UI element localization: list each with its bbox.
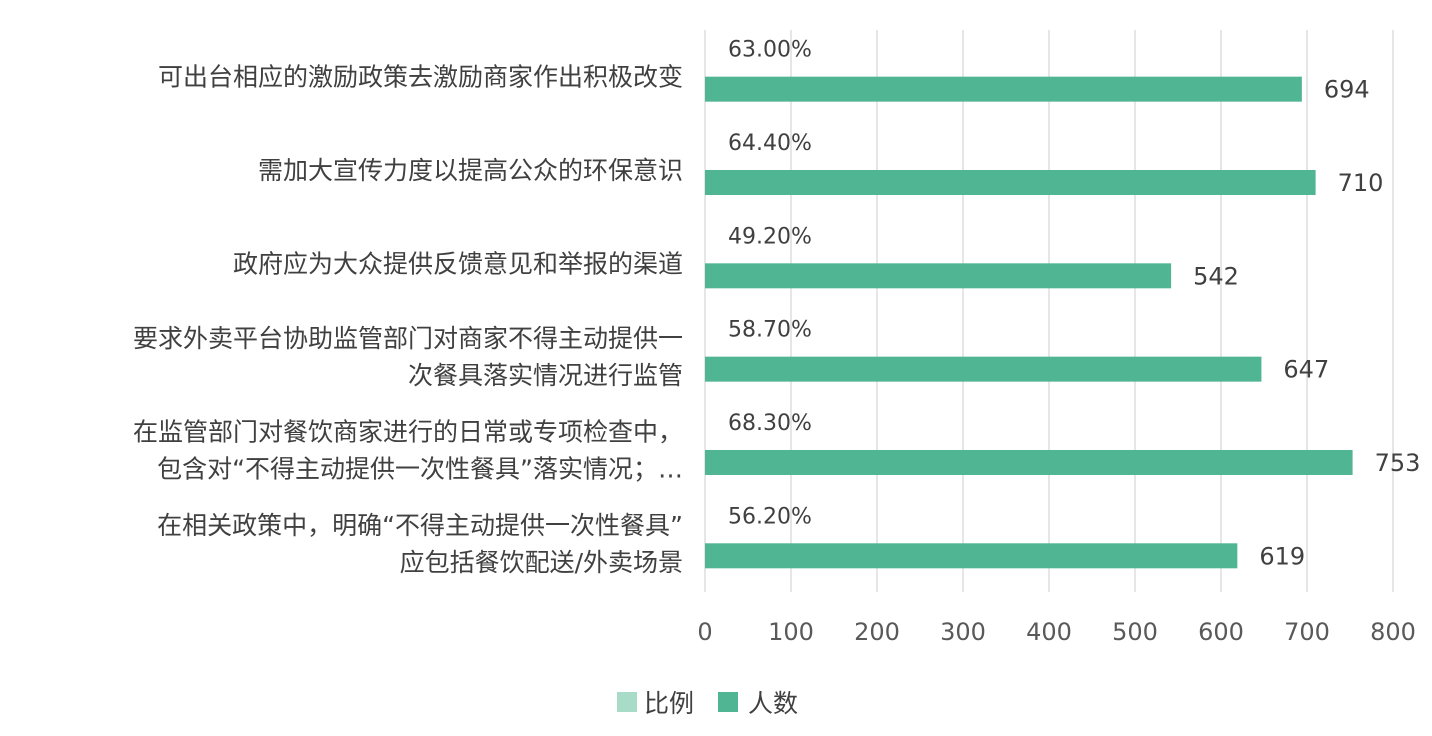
- category-label-line: 次餐具落实情况进行监管: [408, 361, 683, 390]
- category-label-line: 可出台相应的激励政策去激励商家作出积极改变: [158, 63, 683, 92]
- x-tick-label: 300: [940, 618, 986, 646]
- gridlines: [704, 30, 1394, 592]
- x-tick-label: 500: [1112, 618, 1158, 646]
- bar-count: [705, 76, 1302, 102]
- category-label: 在相关政策中，明确“不得主动提供一次性餐具” 应包括餐饮配送/外卖场景: [157, 511, 683, 577]
- category-label-line: 在监管部门对餐饮商家进行的日常或专项检查中，: [133, 417, 683, 446]
- bar-value-label: 694: [1324, 76, 1370, 104]
- x-tick-label: 800: [1370, 618, 1416, 646]
- category-label-line: 要求外卖平台协助监管部门对商家不得主动提供一: [133, 324, 683, 353]
- x-tick-label: 700: [1284, 618, 1330, 646]
- category-label-line: 政府应为大众提供反馈意见和举报的渠道: [233, 249, 683, 278]
- bar-value-label: 647: [1283, 356, 1329, 384]
- ratio-value-label: 49.20%: [728, 224, 812, 249]
- bar-count: [705, 263, 1172, 289]
- bar-count: [705, 356, 1262, 382]
- bar-value-label: 619: [1259, 542, 1305, 570]
- bar-count: [705, 543, 1238, 569]
- bar-count: [705, 169, 1316, 195]
- ratio-value-label: 56.20%: [728, 504, 812, 529]
- category-label: 在监管部门对餐饮商家进行的日常或专项检查中， 包含对“不得主动提供一次性餐具”落实…: [133, 417, 683, 483]
- legend-swatch-count: [718, 692, 738, 712]
- ratio-value-label: 64.40%: [728, 131, 812, 156]
- category-label: 可出台相应的激励政策去激励商家作出积极改变: [158, 63, 683, 92]
- category-label-line: 应包括餐饮配送/外卖场景: [400, 548, 683, 577]
- x-axis-ticks: 0 100 200 300 400 500 600 700 800: [697, 618, 1416, 646]
- ratio-value-label: 63.00%: [728, 38, 812, 63]
- bar-value-label: 753: [1375, 449, 1421, 477]
- bar-value-label: 710: [1338, 169, 1384, 197]
- category-label: 要求外卖平台协助监管部门对商家不得主动提供一次餐具落实情况进行监管: [133, 324, 683, 390]
- x-tick-label: 100: [768, 618, 814, 646]
- legend-label-count: 人数: [748, 689, 798, 718]
- legend: 比例 人数: [617, 689, 798, 718]
- x-tick-label: 0: [697, 618, 712, 646]
- category-label: 政府应为大众提供反馈意见和举报的渠道: [233, 249, 683, 278]
- category-label-line: 在相关政策中，明确“不得主动提供一次性餐具”: [157, 511, 683, 540]
- x-tick-label: 600: [1198, 618, 1244, 646]
- bar-count: [705, 449, 1353, 475]
- x-tick-label: 400: [1026, 618, 1072, 646]
- x-tick-label: 200: [854, 618, 900, 646]
- category-label-line: 包含对“不得主动提供一次性餐具”落实情况；…: [157, 454, 683, 483]
- ratio-value-label: 68.30%: [728, 411, 812, 436]
- legend-label-ratio: 比例: [644, 689, 694, 718]
- category-label: 需加大宣传力度以提高公众的环保意识: [258, 156, 683, 185]
- category-label-line: 需加大宣传力度以提高公众的环保意识: [258, 156, 683, 185]
- ratio-value-label: 58.70%: [728, 318, 812, 343]
- bar-value-label: 542: [1193, 262, 1239, 290]
- labels: 可出台相应的激励政策去激励商家作出积极改变 694 63.00% 需加大宣传力度以提高…: [133, 38, 1420, 577]
- legend-swatch-ratio: [617, 692, 637, 712]
- bars: [705, 76, 1353, 569]
